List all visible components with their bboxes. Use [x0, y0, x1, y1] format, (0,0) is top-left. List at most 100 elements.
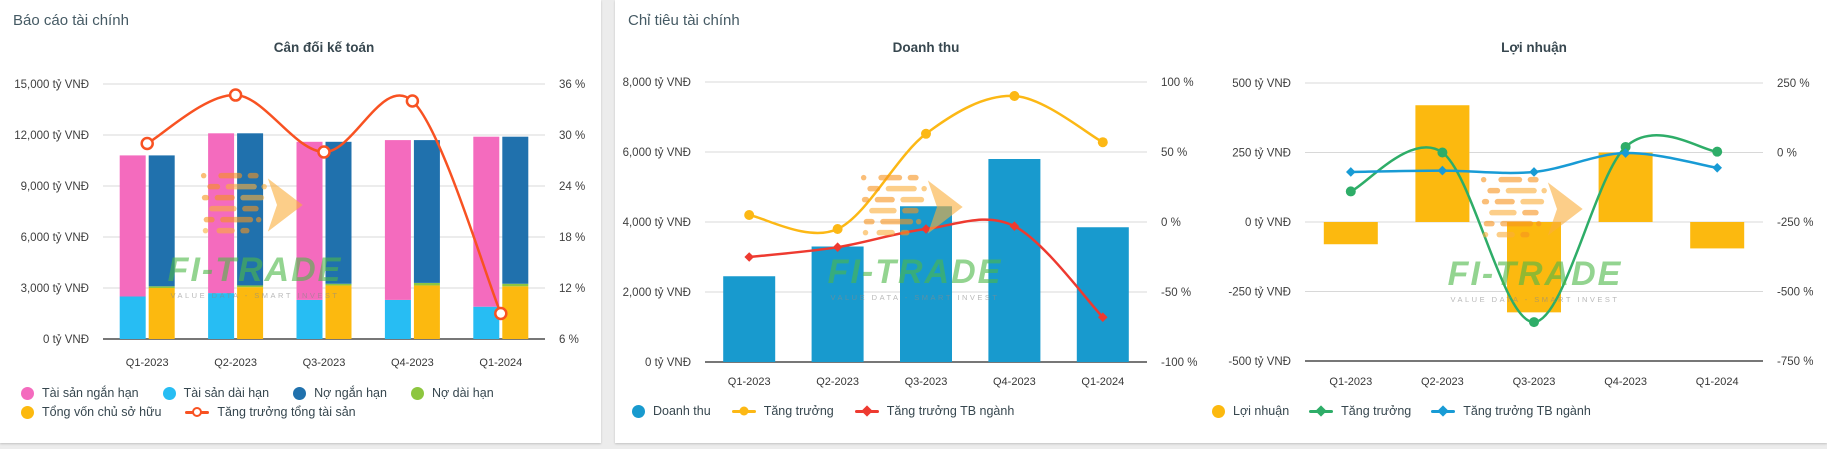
- right-axis-tick-label: 12 %: [559, 283, 585, 295]
- data-point-marker[interactable]: [1620, 148, 1631, 158]
- legend-marker-icon: [410, 386, 424, 400]
- legend-item[interactable]: Tăng trưởng tổng tài sản: [185, 405, 356, 419]
- x-axis-label: Q2-2023: [816, 376, 859, 388]
- data-point-marker[interactable]: [1346, 167, 1356, 177]
- legend-item-label: Tài sản dài hạn: [183, 386, 270, 400]
- legend-profit: Lợi nhuận Tăng trưởng Tăng trưởng TB ngành: [1212, 404, 1591, 418]
- data-point-marker[interactable]: [1009, 91, 1020, 101]
- legend-item[interactable]: Lợi nhuận: [1212, 404, 1289, 418]
- bar-segment-nguon-von[interactable]: [325, 285, 352, 339]
- right-axis-tick-label: -50 %: [1161, 287, 1191, 299]
- bar-segment-nguon-von[interactable]: [413, 282, 440, 286]
- legend-marker-icon: [185, 407, 210, 417]
- data-point-marker[interactable]: [1620, 141, 1631, 152]
- legend-item-label: Tăng trưởng TB ngành: [1463, 404, 1591, 418]
- bar-loi-nhuan[interactable]: [1507, 222, 1561, 313]
- x-axis-label: Q3-2023: [1513, 376, 1556, 388]
- bar-segment-nguon-von[interactable]: [148, 286, 175, 288]
- data-point-marker[interactable]: [1345, 186, 1356, 197]
- data-point-marker[interactable]: [744, 210, 755, 220]
- bar-segment-nguon-von[interactable]: [325, 283, 352, 286]
- data-point-marker[interactable]: [1437, 165, 1448, 176]
- bar-segment-nguon-von[interactable]: [502, 136, 529, 284]
- bar-segment-tai-san[interactable]: [384, 140, 411, 300]
- bar-segment-nguon-von[interactable]: [325, 141, 352, 284]
- bar-segment-nguon-von[interactable]: [237, 285, 264, 288]
- data-point-marker[interactable]: [317, 145, 331, 159]
- bar-doanh-thu[interactable]: [811, 246, 864, 363]
- right-axis-tick-label: 30 %: [559, 130, 585, 142]
- bar-doanh-thu[interactable]: [1076, 227, 1129, 362]
- bar-segment-tai-san[interactable]: [119, 296, 146, 340]
- left-axis-tick-label: 9,000 tỷ VNĐ: [21, 181, 89, 193]
- bar-segment-nguon-von[interactable]: [148, 155, 175, 287]
- data-point-marker[interactable]: [832, 224, 843, 234]
- right-axis-tick-label: -750 %: [1777, 356, 1813, 368]
- legend-item[interactable]: Tăng trưởng TB ngành: [1431, 404, 1591, 418]
- data-point-marker[interactable]: [1529, 317, 1539, 328]
- right-axis-tick-label: 250 %: [1777, 78, 1810, 90]
- data-point-marker[interactable]: [1097, 137, 1108, 148]
- data-point-marker[interactable]: [494, 306, 508, 321]
- legend-item[interactable]: Tổng vốn chủ sở hữu: [21, 405, 161, 419]
- data-point-marker[interactable]: [921, 224, 931, 234]
- data-point-marker[interactable]: [1098, 312, 1108, 322]
- legend-item[interactable]: Tài sản dài hạn: [162, 386, 270, 400]
- data-point-marker[interactable]: [140, 136, 154, 151]
- legend-item[interactable]: Tăng trưởng TB ngành: [854, 404, 1014, 418]
- bar-loi-nhuan[interactable]: [1598, 152, 1653, 223]
- bar-loi-nhuan[interactable]: [1323, 222, 1378, 245]
- data-point-marker[interactable]: [744, 252, 754, 262]
- x-axis-label: Q1-2024: [1081, 376, 1124, 388]
- data-point-marker[interactable]: [228, 88, 243, 102]
- left-axis-tick-label: 6,000 tỷ VNĐ: [623, 147, 691, 159]
- bar-segment-nguon-von[interactable]: [237, 133, 264, 286]
- legend-item[interactable]: Tăng trưởng: [731, 404, 834, 418]
- x-axis-label: Q4-2023: [993, 376, 1036, 388]
- legend-marker-icon: [1309, 405, 1334, 417]
- bar-doanh-thu[interactable]: [723, 276, 776, 362]
- right-axis-tick-label: 0 %: [1777, 148, 1797, 160]
- legend-item[interactable]: Tài sản ngắn hạn: [21, 386, 139, 400]
- legend-item[interactable]: Tăng trưởng: [1309, 404, 1411, 418]
- data-point-marker[interactable]: [921, 128, 931, 139]
- bar-doanh-thu[interactable]: [988, 159, 1041, 362]
- right-axis-tick-label: -250 %: [1777, 217, 1813, 229]
- bar-loi-nhuan[interactable]: [1415, 105, 1470, 222]
- left-axis-tick-label: 3,000 tỷ VNĐ: [21, 283, 89, 295]
- legend-item-label: Tổng vốn chủ sở hữu: [42, 405, 162, 419]
- right-axis-tick-label: 36 %: [559, 79, 585, 91]
- data-point-marker[interactable]: [1437, 147, 1448, 158]
- data-point-marker[interactable]: [405, 94, 420, 108]
- right-axis-tick-label: -100 %: [1161, 357, 1197, 369]
- bar-segment-tai-san[interactable]: [296, 141, 323, 300]
- bar-segment-tai-san[interactable]: [208, 293, 235, 339]
- data-point-marker[interactable]: [1529, 167, 1539, 177]
- bar-segment-nguon-von[interactable]: [502, 283, 529, 287]
- x-axis-label: Q4-2023: [1604, 376, 1647, 388]
- line-series[interactable]: [145, 93, 503, 315]
- right-axis-tick-label: 18 %: [559, 232, 585, 244]
- bar-segment-tai-san[interactable]: [208, 133, 235, 294]
- bar-segment-tai-san[interactable]: [119, 155, 146, 297]
- bar-segment-nguon-von[interactable]: [148, 288, 175, 339]
- legend-item[interactable]: Nợ dài hạn: [410, 386, 494, 400]
- x-axis-label: Q2-2023: [214, 357, 257, 369]
- legend-item-label: Tăng trưởng: [763, 404, 834, 418]
- data-point-marker[interactable]: [1712, 162, 1722, 173]
- legend-item[interactable]: Doanh thu: [632, 404, 711, 418]
- data-point-marker[interactable]: [1712, 146, 1723, 157]
- bar-segment-nguon-von[interactable]: [413, 140, 440, 283]
- legend-item[interactable]: Nợ ngắn hạn: [293, 386, 387, 400]
- left-axis-tick-label: 2,000 tỷ VNĐ: [623, 287, 691, 299]
- data-point-marker[interactable]: [832, 242, 843, 252]
- bar-segment-nguon-von[interactable]: [413, 285, 440, 339]
- bar-segment-tai-san[interactable]: [296, 299, 323, 339]
- bar-loi-nhuan[interactable]: [1690, 222, 1745, 249]
- bar-segment-tai-san[interactable]: [384, 299, 411, 339]
- bar-segment-tai-san[interactable]: [473, 136, 500, 307]
- data-point-marker[interactable]: [1009, 221, 1020, 231]
- bar-segment-nguon-von[interactable]: [237, 287, 264, 339]
